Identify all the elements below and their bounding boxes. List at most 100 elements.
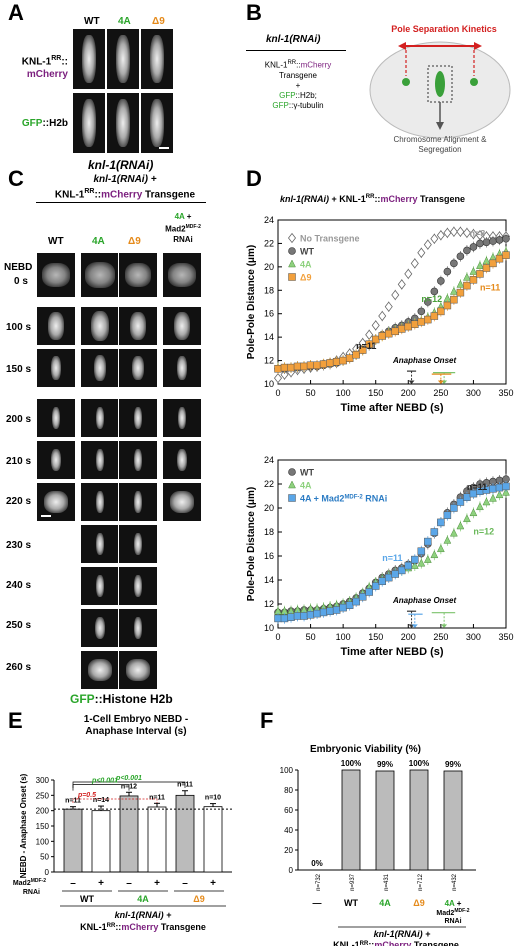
footer-line1: knl-1(RNAi) + <box>115 910 172 920</box>
panel-c-image <box>118 608 158 648</box>
category-label-mad2: Mad2MDF-2 <box>436 908 469 917</box>
bar <box>203 806 223 873</box>
data-point <box>332 357 341 366</box>
data-point <box>489 485 497 493</box>
data-point <box>273 372 283 384</box>
y-tick-label: 18 <box>264 285 274 295</box>
data-point <box>345 601 354 609</box>
x-tick-label: 0 <box>275 388 280 398</box>
data-point <box>430 233 439 244</box>
panel-f-chart: 0 20 40 60 80 100 0% n=732 100% n=937 99% n=431 100%… <box>280 759 476 946</box>
data-point <box>456 252 465 261</box>
panel-c-row-label: 240 s <box>6 580 32 591</box>
mad2-sign: – <box>70 878 76 889</box>
mad2-sign: – <box>126 878 132 889</box>
y-tick-label: 10 <box>264 379 274 389</box>
data-point <box>404 322 413 331</box>
legend-label: 4A + Mad2MDF-2 RNAi <box>300 494 387 504</box>
data-point <box>358 593 367 601</box>
n-label: n=11 <box>356 341 376 351</box>
data-point <box>339 603 347 612</box>
p-value: p=0.5 <box>77 792 96 799</box>
n-label: n=11 <box>467 482 487 492</box>
panel-b-letter: B <box>246 0 262 25</box>
data-point <box>424 537 432 546</box>
data-point <box>398 325 406 333</box>
y-tick-label: 24 <box>264 215 274 225</box>
panel-a-col-4a: 4A <box>118 16 131 27</box>
mad2-label: Mad2MDF-2 <box>13 878 46 887</box>
data-point <box>300 362 308 371</box>
legend-marker <box>288 247 296 255</box>
bar <box>147 806 167 873</box>
data-point <box>469 266 478 275</box>
mad2-sign: + <box>210 878 216 889</box>
p-value: p<0.001 <box>91 778 118 785</box>
n-label: n=12 <box>473 526 494 536</box>
n-label: n=11 <box>149 794 165 801</box>
data-point <box>456 279 465 288</box>
legend-marker <box>288 494 296 502</box>
panel-c-row-label: 220 s <box>6 496 32 507</box>
panel-c-image <box>118 440 158 480</box>
panel-c-row-label: 0 s <box>14 276 28 287</box>
panel-c-image <box>36 482 76 522</box>
category-label: — <box>313 898 322 908</box>
data-point <box>443 227 452 239</box>
data-point <box>280 369 289 380</box>
value-label: 100% <box>409 759 429 768</box>
data-point <box>469 243 478 251</box>
panel-c-image <box>162 482 202 522</box>
x-axis-label: Time after NEBD (s) <box>340 402 443 414</box>
group-label: Δ9 <box>193 894 204 904</box>
bar <box>63 808 83 873</box>
x-tick-label: 150 <box>368 388 383 398</box>
y-tick-label: 22 <box>264 479 274 489</box>
data-point <box>280 363 289 372</box>
y-tick-label: 20 <box>284 846 293 855</box>
panel-c-row-label: 250 s <box>6 620 32 631</box>
value-label: 100% <box>341 759 361 768</box>
data-point <box>384 329 393 338</box>
mad2-sign: + <box>154 878 160 889</box>
anaphase-label: Anaphase Onset <box>392 596 456 605</box>
legend-marker <box>288 259 296 268</box>
legend-label: 4A <box>300 481 312 491</box>
legend-label: WT <box>300 468 314 478</box>
data-point <box>293 612 302 620</box>
panel-b-title-rule <box>246 50 346 51</box>
data-point <box>437 277 445 285</box>
legend-label: Δ9 <box>300 273 311 283</box>
anaphase-arrow <box>437 380 444 384</box>
data-point <box>436 544 445 553</box>
panel-e-title: 1-Cell Embryo NEBD - Anaphase Interval (s… <box>83 714 189 737</box>
panel-c-row-label: 230 s <box>6 540 32 551</box>
data-point <box>274 365 282 373</box>
x-tick-label: 0 <box>275 632 280 642</box>
data-point <box>424 315 432 324</box>
n-label: n=12 <box>421 294 442 304</box>
data-point <box>378 310 387 322</box>
significance-bracket <box>72 784 130 791</box>
data-point <box>287 363 295 372</box>
panel-c-image <box>36 398 76 438</box>
legend: No Transgene WT 4A Δ9 <box>287 232 360 283</box>
data-point <box>358 346 367 354</box>
group-label: 4A <box>137 894 149 904</box>
panel-c-col-wt: WT <box>48 236 64 247</box>
panel-a-image <box>72 28 106 90</box>
plot-frame <box>277 219 507 385</box>
data-point <box>391 570 400 578</box>
panel-c-image <box>118 348 158 388</box>
panel-a-col-d9: Δ9 <box>152 16 165 27</box>
panel-b-diagram: Pole Separation Kinetics Chromosome Alig… <box>369 24 511 154</box>
y-tick-label: 80 <box>284 786 293 795</box>
data-point <box>476 502 484 511</box>
y-tick-label: 24 <box>264 455 274 465</box>
panel-c-image <box>80 440 120 480</box>
anaphase-arrow <box>408 380 415 384</box>
data-point <box>378 577 386 585</box>
data-point <box>280 614 289 623</box>
y-tick-label: 50 <box>40 853 49 862</box>
panel-a-letter: A <box>8 0 24 25</box>
